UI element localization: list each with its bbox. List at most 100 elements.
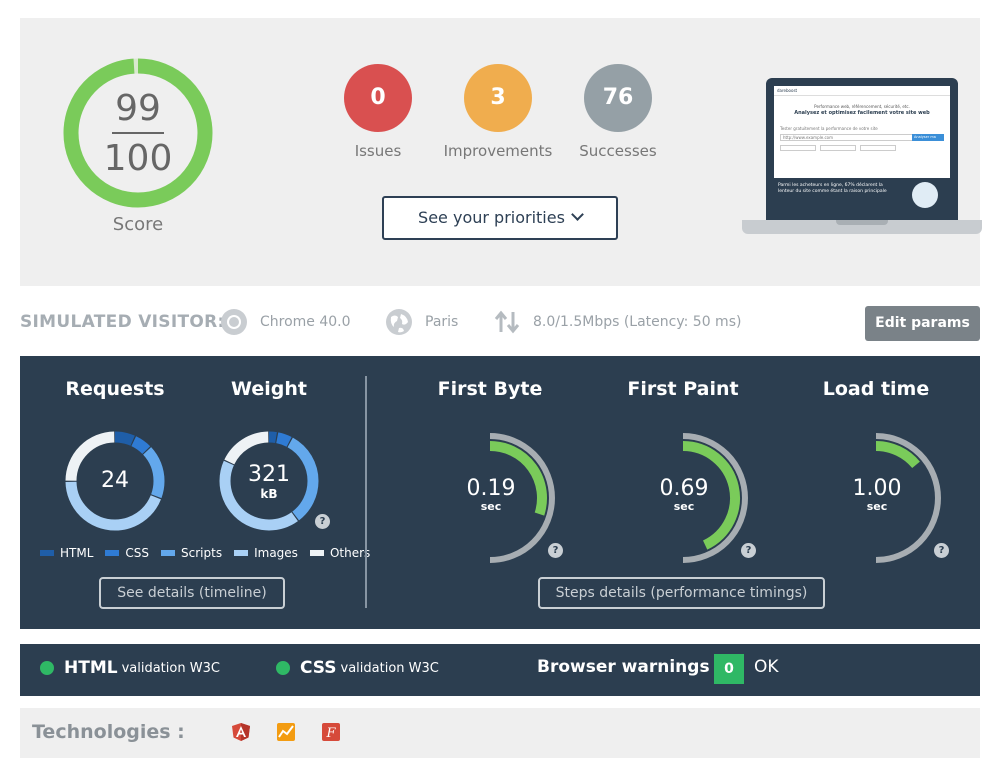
gauge-track <box>875 433 941 563</box>
weight-segment-scripts[interactable] <box>219 431 319 531</box>
css-validation[interactable]: CSS validation W3C <box>276 658 439 678</box>
globe-icon <box>386 309 412 335</box>
see-timeline-button[interactable]: See details (timeline) <box>99 577 285 609</box>
weight-donut-chart[interactable] <box>216 428 322 534</box>
first-byte-gauge[interactable] <box>420 428 560 568</box>
gauge-track <box>682 433 748 563</box>
chevron-down-icon <box>571 208 584 221</box>
weight-segment-images[interactable] <box>219 431 319 531</box>
gauge-progress-arc <box>875 441 920 469</box>
legend-item-scripts: Scripts <box>161 546 222 560</box>
load-time-help-icon[interactable]: ? <box>934 543 949 558</box>
browser-warnings-count[interactable]: 0 <box>714 654 744 684</box>
connection-info: 8.0/1.5Mbps (Latency: 50 ms) <box>493 306 741 338</box>
chrome-icon <box>221 309 247 335</box>
requests-segment-images[interactable] <box>65 431 165 531</box>
improvements-badge[interactable]: 3 <box>464 64 532 132</box>
mini-form-label: Tester gratuitement la performance de vo… <box>780 126 878 131</box>
load-time-value: 1.00 <box>852 476 902 501</box>
successes-badge[interactable]: 76 <box>584 64 652 132</box>
successes-label: Successes <box>579 142 657 160</box>
legend-label-html: HTML <box>60 546 94 560</box>
mini-input: http://www.example.com Analyser ma page <box>780 134 944 144</box>
issues-label: Issues <box>354 142 402 160</box>
load-time-gauge[interactable] <box>806 428 946 568</box>
weight-title: Weight <box>231 378 307 400</box>
mini-go-button: Analyser ma page <box>912 134 944 144</box>
html-validation-bold: HTML <box>64 658 118 678</box>
first-paint-gauge[interactable] <box>613 428 753 568</box>
site-screenshot: dareboost Performance web, référencement… <box>774 86 950 212</box>
first-byte-help-icon[interactable]: ? <box>548 543 563 558</box>
font-f-icon[interactable]: F <box>321 722 341 742</box>
mini-subtitle: Performance web, référencement, sécurité… <box>814 104 910 109</box>
load-time-unit: sec <box>866 500 888 513</box>
weight-segment-html[interactable] <box>219 431 319 531</box>
site-preview-laptop[interactable]: dareboost Performance web, référencement… <box>742 78 982 238</box>
legend-item-css: CSS <box>105 546 149 560</box>
legend-swatch-html <box>40 550 54 556</box>
mini-input-placeholder: http://www.example.com <box>783 135 834 140</box>
score-max: 100 <box>103 138 173 179</box>
gauge-progress-arc <box>682 441 740 550</box>
successes-badge-group[interactable]: 76 Successes <box>548 64 688 160</box>
browser-info: Chrome 40.0 <box>220 306 351 338</box>
browser-warnings-status: OK <box>754 657 779 677</box>
first-paint-help-icon[interactable]: ? <box>741 543 756 558</box>
resource-legend: HTML CSS Scripts Images Others <box>40 546 370 560</box>
legend-swatch-others <box>309 550 324 556</box>
gauge-progress-arc <box>489 441 547 516</box>
browser-label: Chrome 40.0 <box>260 314 351 330</box>
score-ring <box>63 58 213 208</box>
mini-nav-brand: dareboost <box>774 86 950 96</box>
weight-value: 321 <box>248 462 290 487</box>
mini-banner-text: Parmi les acheteurs en ligne, 67% déclar… <box>778 183 887 194</box>
gauge-track <box>489 433 555 563</box>
laptop-base <box>742 220 982 234</box>
score-fraction-line <box>112 132 164 134</box>
legend-item-others: Others <box>309 546 370 560</box>
improvements-badge-group[interactable]: 3 Improvements <box>428 64 568 160</box>
requests-segment-html[interactable] <box>65 431 165 531</box>
laptop-notch <box>836 220 888 225</box>
requests-count: 24 <box>101 468 129 493</box>
issues-badge-group[interactable]: 0 Issues <box>308 64 448 160</box>
score-label: Score <box>112 214 164 235</box>
see-priorities-button[interactable]: See your priorities <box>382 196 618 240</box>
legend-label-scripts: Scripts <box>181 546 223 560</box>
first-paint-value: 0.69 <box>659 476 709 501</box>
mini-form: Tester gratuitement la performance de vo… <box>780 126 944 151</box>
see-priorities-label: See your priorities <box>418 208 565 227</box>
issues-badge[interactable]: 0 <box>344 64 412 132</box>
legend-swatch-scripts <box>161 550 176 556</box>
connection-label: 8.0/1.5Mbps (Latency: 50 ms) <box>533 314 742 330</box>
mini-go-label: Analyser ma page <box>912 135 936 144</box>
up-down-arrows-icon <box>494 310 520 334</box>
validation-bar: HTML validation W3C CSS validation W3C B… <box>20 644 980 696</box>
steps-details-button[interactable]: Steps details (performance timings) <box>538 577 825 609</box>
metrics-divider <box>365 376 367 608</box>
mini-selects <box>780 145 944 151</box>
legend-label-images: Images <box>254 546 298 560</box>
laptop-screen: dareboost Performance web, référencement… <box>766 78 958 220</box>
requests-segment-scripts[interactable] <box>65 431 165 531</box>
chart-analytics-icon[interactable] <box>276 722 296 742</box>
legend-swatch-css <box>105 550 120 556</box>
legend-label-css: CSS <box>125 546 150 560</box>
weight-unit: kB <box>260 487 278 501</box>
metrics-panel: Requests Weight 24 321 kB ? HTML CSS Scr… <box>20 356 980 629</box>
browser-warnings-title: Browser warnings <box>537 657 710 677</box>
angularjs-icon[interactable] <box>231 722 251 742</box>
css-status-dot-icon <box>276 661 290 675</box>
svg-text:F: F <box>325 726 336 741</box>
first-paint-unit: sec <box>673 500 695 513</box>
technologies-title: Technologies : <box>32 721 185 743</box>
location-label: Paris <box>425 314 459 330</box>
stopwatch-illustration-icon <box>912 182 938 208</box>
legend-item-images: Images <box>234 546 298 560</box>
html-validation[interactable]: HTML validation W3C <box>40 658 220 678</box>
requests-donut-chart[interactable] <box>62 428 168 534</box>
requests-title: Requests <box>65 378 165 400</box>
edit-params-button[interactable]: Edit params <box>865 306 980 341</box>
weight-help-icon[interactable]: ? <box>315 514 330 529</box>
